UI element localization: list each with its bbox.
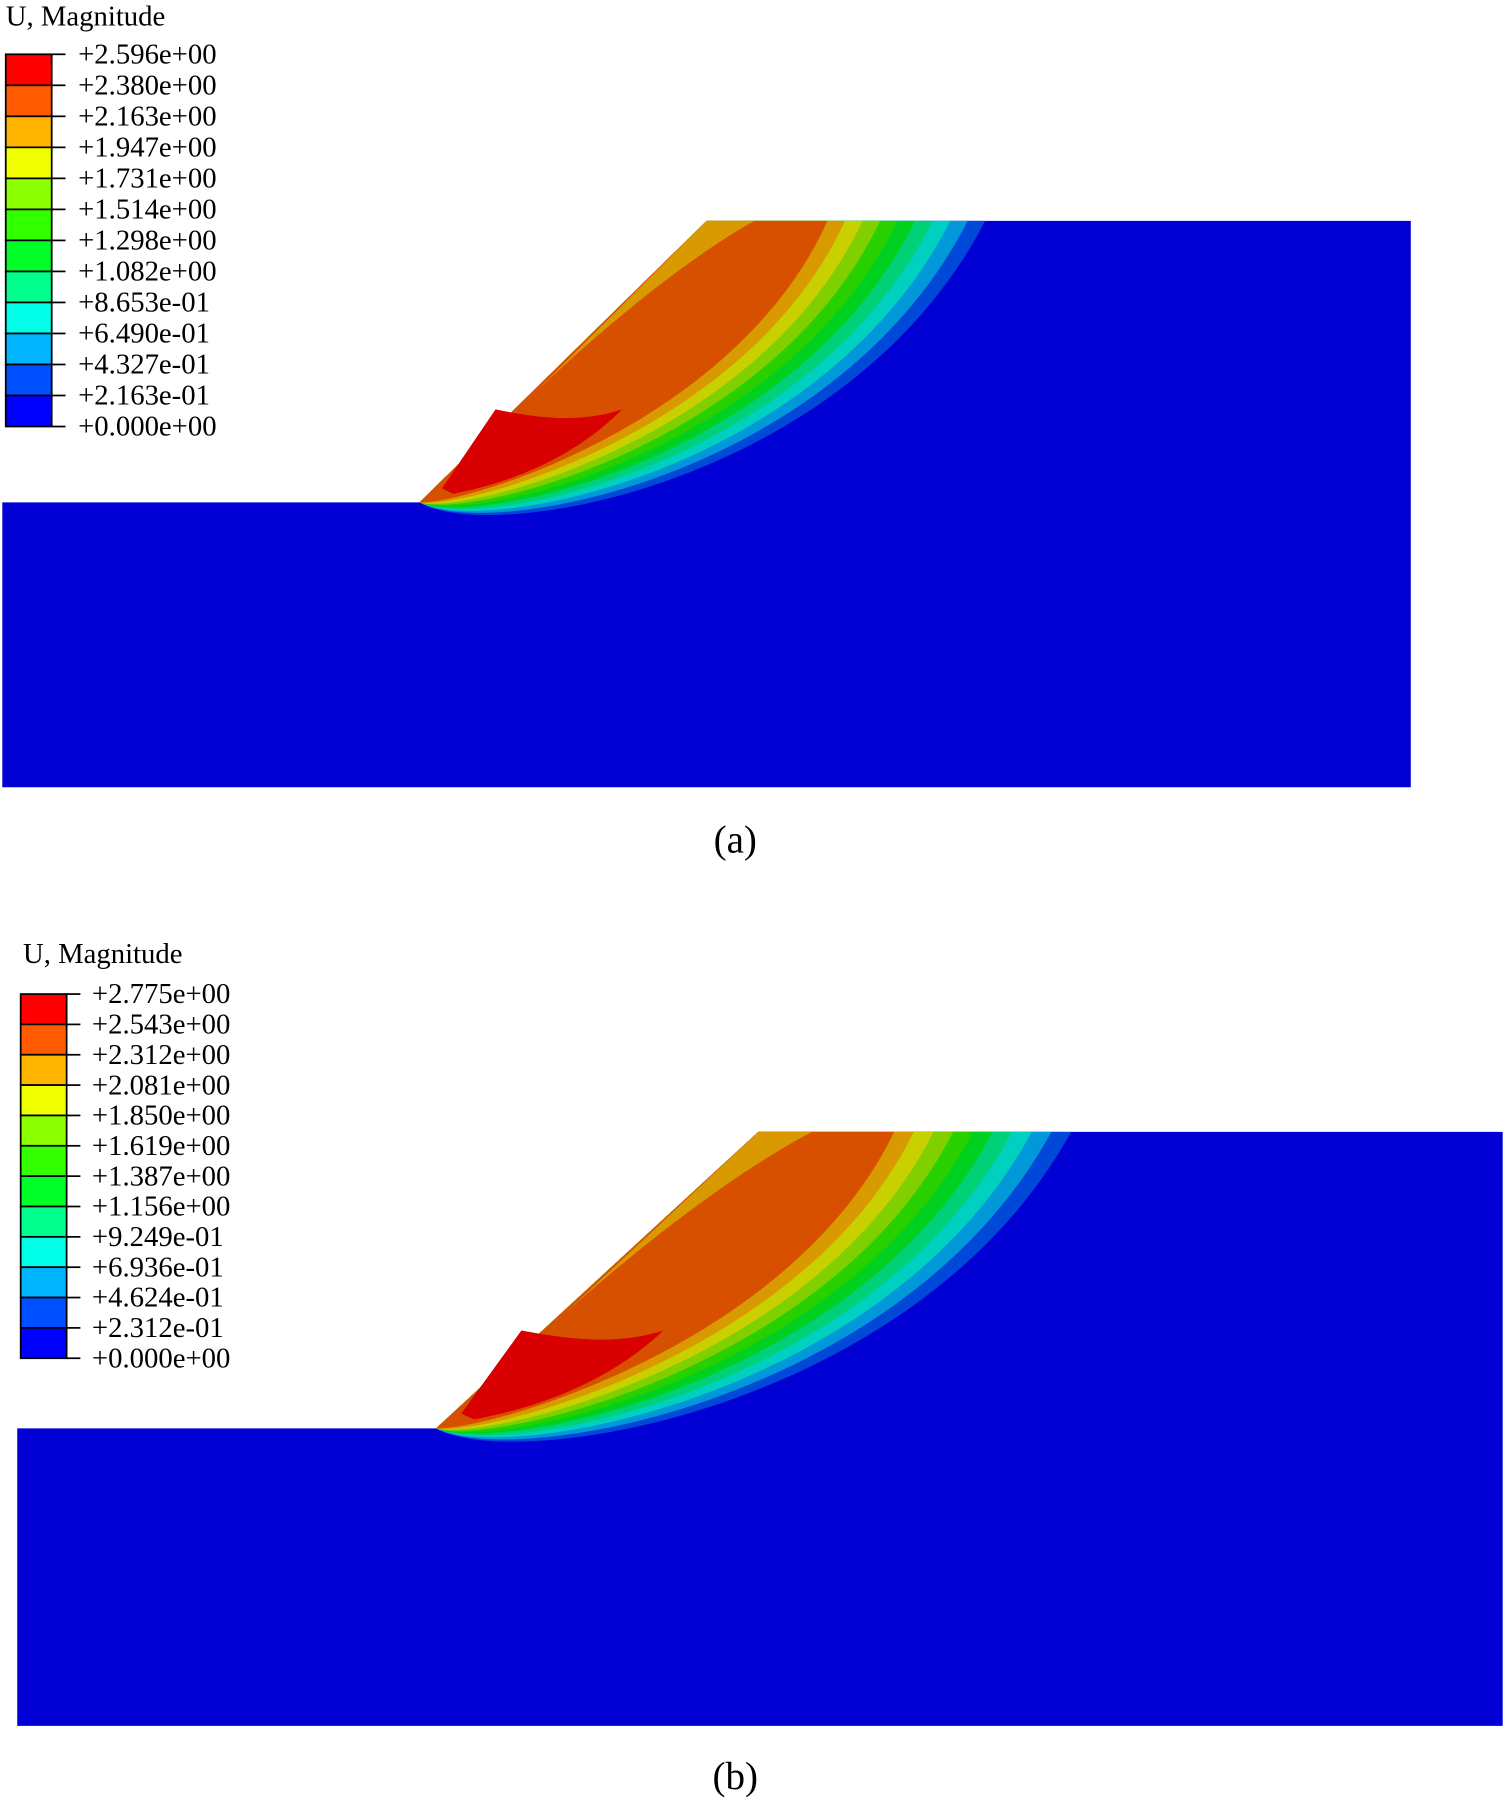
contour-plot-a [2, 220, 1411, 788]
legend-swatch [4, 301, 53, 335]
legend-title: U, Magnitude [23, 938, 183, 970]
legend-value: +2.775e+00 [92, 978, 230, 1010]
legend-value: +1.156e+00 [92, 1191, 230, 1223]
soil-body [17, 1131, 1503, 1726]
legend-value: +4.624e-01 [92, 1282, 224, 1314]
legend-value: +1.619e+00 [92, 1130, 230, 1162]
legend-swatch [19, 993, 68, 1026]
legend-swatch [4, 177, 53, 211]
legend-value: +6.936e-01 [92, 1251, 224, 1283]
legend-value: +2.163e+00 [78, 101, 216, 133]
legend-swatch [19, 1175, 68, 1208]
legend-value: +1.850e+00 [92, 1100, 230, 1132]
legend-value: +6.490e-01 [78, 318, 210, 350]
contour-peak [441, 409, 623, 494]
legend-title: U, Magnitude [6, 1, 166, 33]
legend-swatch [4, 115, 53, 149]
legend-swatch [4, 146, 53, 180]
legend-value: +1.298e+00 [78, 225, 216, 257]
caption-b: (b) [713, 1755, 759, 1798]
legend-swatch [4, 363, 53, 397]
legend-swatch [19, 1205, 68, 1238]
legend-value: +2.081e+00 [92, 1069, 230, 1101]
panel-b: U, Magnitude +2.775e+00+2.543e+00+2.312e… [17, 938, 1503, 1798]
legend-swatch [19, 1084, 68, 1117]
soil-body [2, 220, 1411, 788]
legend-value: +1.387e+00 [92, 1160, 230, 1192]
legend-swatch [19, 1023, 68, 1056]
legend-value: +1.082e+00 [78, 256, 216, 288]
caption-a: (a) [714, 819, 757, 862]
legend-value: +1.514e+00 [78, 194, 216, 226]
legend-swatch [4, 239, 53, 273]
legend-swatch [19, 1235, 68, 1269]
legend-value: +8.653e-01 [78, 287, 210, 319]
legend-swatch [19, 1114, 68, 1147]
contour-plot-b [17, 1131, 1503, 1726]
legend-swatch [19, 1296, 68, 1329]
legend-swatch [19, 1266, 68, 1299]
legend-value: +2.380e+00 [78, 70, 216, 102]
legend-value: +2.596e+00 [78, 38, 216, 70]
legend-value: +2.163e-01 [78, 380, 210, 412]
legend-value: +1.947e+00 [78, 132, 216, 164]
legend-value: +2.543e+00 [92, 1009, 230, 1041]
legend-swatch [4, 332, 53, 366]
legend-value: +2.312e-01 [92, 1312, 224, 1344]
legend-swatch [19, 1327, 68, 1360]
legend-value: +9.249e-01 [92, 1221, 224, 1253]
panel-a: U, Magnitude +2.596e+00+2.380e+00+2.163e… [2, 1, 1411, 862]
legend-value: +1.731e+00 [78, 163, 216, 195]
legend-swatch [4, 394, 53, 428]
legend-swatch [4, 53, 53, 87]
legend-swatch [19, 1053, 68, 1086]
legend-swatch [19, 1144, 68, 1178]
legend-b: +2.775e+00+2.543e+00+2.312e+00+2.081e+00… [19, 978, 230, 1374]
legend-a: +2.596e+00+2.380e+00+2.163e+00+1.947e+00… [4, 38, 217, 443]
legend-swatch [4, 84, 53, 118]
legend-value: +2.312e+00 [92, 1039, 230, 1071]
legend-value: +0.000e+00 [92, 1342, 230, 1374]
legend-swatch [4, 208, 53, 242]
legend-value: +4.327e-01 [78, 349, 210, 381]
legend-swatch [4, 270, 53, 304]
legend-value: +0.000e+00 [78, 411, 216, 443]
contour-peak [461, 1330, 664, 1420]
